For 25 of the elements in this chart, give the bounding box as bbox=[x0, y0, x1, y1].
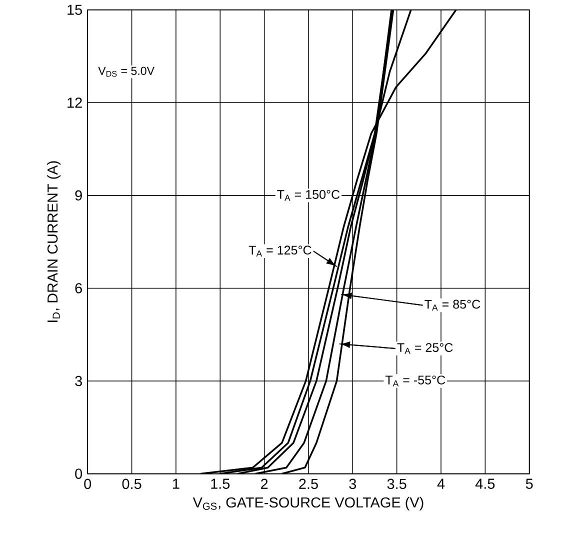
y-tick-label: 15 bbox=[68, 5, 82, 16]
x-tick-label: 4 bbox=[437, 479, 445, 489]
y-axis-title: I$_{D}$, DRAIN CURRENT (A) bbox=[47, 162, 61, 322]
x-tick-label: 3.5 bbox=[387, 479, 406, 490]
y-tick-label: 12 bbox=[68, 98, 82, 108]
x-axis-title: V$_{GS}$, GATE-SOURCE VOLTAGE (V) bbox=[192, 497, 424, 511]
x-tick-label: 2 bbox=[261, 479, 268, 490]
y-tick-label: 6 bbox=[75, 283, 82, 294]
x-tick-label: 2.5 bbox=[299, 479, 318, 490]
y-tick-label: 3 bbox=[75, 376, 82, 386]
annotation: T$_{A}$ = -55°C bbox=[385, 376, 446, 387]
x-tick-label: 1 bbox=[173, 479, 180, 489]
x-tick-label: 0 bbox=[84, 479, 92, 490]
annotation: T$_{A}$ = 25°C bbox=[397, 343, 453, 354]
y-tick-label: 9 bbox=[75, 190, 82, 201]
x-tick-label: 3 bbox=[349, 479, 356, 490]
y-tick-label: 0 bbox=[75, 468, 82, 480]
x-tick-label: 4.5 bbox=[475, 479, 495, 490]
annotation: T$_{A}$ = 85°C bbox=[424, 300, 480, 311]
annotation: T$_{A}$ = 125°C bbox=[248, 246, 312, 257]
x-tick-label: 5 bbox=[526, 479, 533, 490]
annotation: T$_{A}$ = 150°C bbox=[277, 190, 340, 202]
x-tick-label: 0.5 bbox=[122, 479, 142, 490]
x-tick-label: 1.5 bbox=[211, 479, 230, 490]
annotation: V$_{DS}$ = 5.0V bbox=[98, 67, 154, 77]
